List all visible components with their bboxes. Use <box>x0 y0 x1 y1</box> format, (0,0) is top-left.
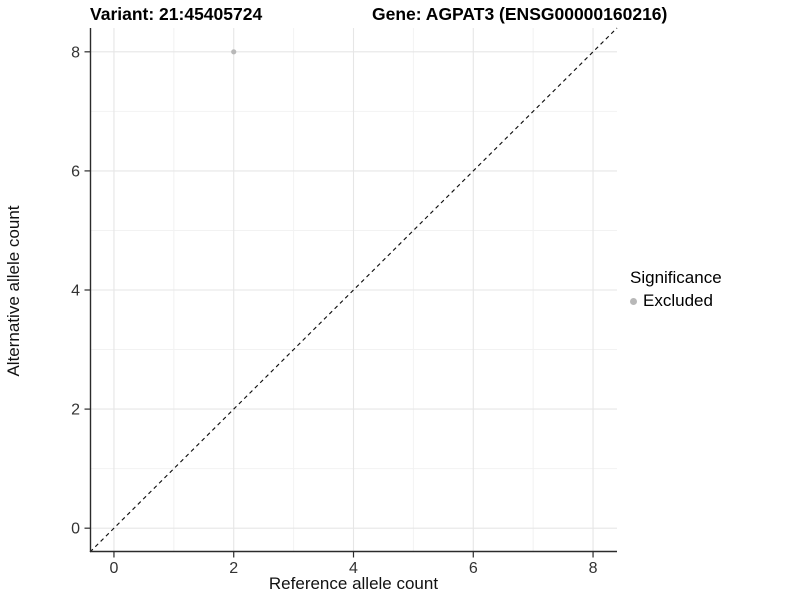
y-tick-label: 4 <box>71 283 80 300</box>
y-tick-label: 0 <box>71 521 80 538</box>
variant-title: Variant: 21:45405724 <box>90 4 263 24</box>
y-axis-title: Alternative allele count <box>4 205 23 377</box>
identity-line <box>89 27 618 553</box>
x-axis-title: Reference allele count <box>268 574 439 593</box>
legend-title: Significance <box>630 268 722 287</box>
gene-title: Gene: AGPAT3 (ENSG00000160216) <box>372 4 668 24</box>
x-tick-label: 8 <box>589 560 598 577</box>
x-tick-label: 4 <box>349 560 358 577</box>
x-tick-label: 2 <box>229 560 238 577</box>
y-tick-label: 8 <box>71 44 80 61</box>
legend-item-label: Excluded <box>643 291 713 310</box>
plot-panel: 0 2 4 6 8 0 2 4 6 8 <box>71 27 618 577</box>
legend: Significance Excluded <box>630 268 722 311</box>
y-tick-label: 2 <box>71 402 80 419</box>
scatter-plot-svg: 0 2 4 6 8 0 2 4 6 8 <box>71 27 618 577</box>
y-tick-label: 6 <box>71 163 80 180</box>
x-tick-label: 6 <box>469 560 478 577</box>
data-point <box>231 49 237 55</box>
legend-point-icon <box>630 297 637 305</box>
legend-item-excluded: Excluded <box>630 291 722 311</box>
x-tick-label: 0 <box>110 560 119 577</box>
